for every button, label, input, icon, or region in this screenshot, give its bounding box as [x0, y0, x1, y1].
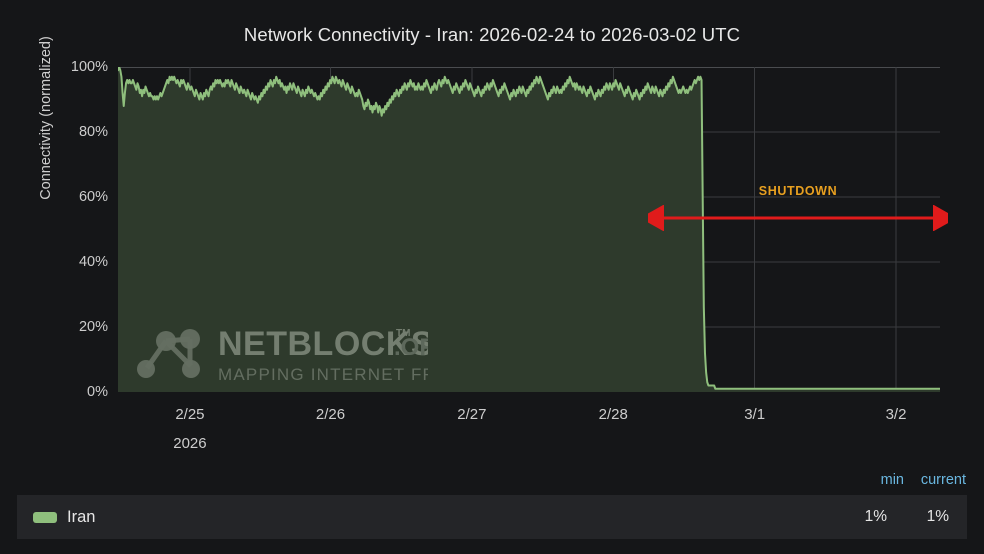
- legend-column-header: min: [880, 472, 904, 488]
- y-axis-tick-label: 100%: [70, 59, 108, 75]
- page-title: Network Connectivity - Iran: 2026-02-24 …: [243, 24, 741, 45]
- y-axis-tick-label: 60%: [78, 189, 108, 205]
- y-axis-tick-label: 20%: [78, 319, 108, 335]
- x-axis-tick-label: 3/2: [885, 406, 907, 423]
- x-axis-tick-label: 2/28: [598, 406, 628, 423]
- x-axis-tick-label: 2/25: [175, 406, 205, 423]
- x-axis-year-label: 2026: [173, 435, 207, 452]
- legend-series-name: Iran: [67, 507, 96, 526]
- y-axis-ticks: 0% 20% 40% 60% 80% 100%: [42, 59, 108, 400]
- legend-column-headers: min current: [842, 472, 966, 488]
- chart-panel: Connectivity (normalized) 0% 20% 40% 60% 80%…: [38, 36, 948, 458]
- x-axis-ticks: 2/25 2/26 2/27 2/28 3/1 3/2 2026: [118, 398, 940, 458]
- legend-current-value: 1%: [926, 508, 949, 525]
- shutdown-annotation-label: SHUTDOWN: [758, 184, 838, 198]
- y-axis-tick-label: 0%: [87, 384, 108, 400]
- legend-row-iran[interactable]: Iran 1% 1%: [17, 495, 967, 539]
- x-axis-tick-label: 3/1: [744, 406, 766, 423]
- y-axis-tick-label: 80%: [78, 124, 108, 140]
- shutdown-annotation-arrow: [648, 205, 948, 231]
- legend-values: 1% 1%: [825, 508, 949, 526]
- x-axis-tick-label: 2/26: [315, 406, 346, 423]
- legend-min-value: 1%: [864, 508, 887, 525]
- legend-column-header: current: [920, 472, 966, 488]
- legend-color-swatch: [33, 511, 57, 523]
- x-axis-tick-label: 2/27: [457, 406, 487, 423]
- legend: min current Iran 1% 1%: [0, 466, 984, 554]
- y-axis-tick-label: 40%: [78, 254, 108, 270]
